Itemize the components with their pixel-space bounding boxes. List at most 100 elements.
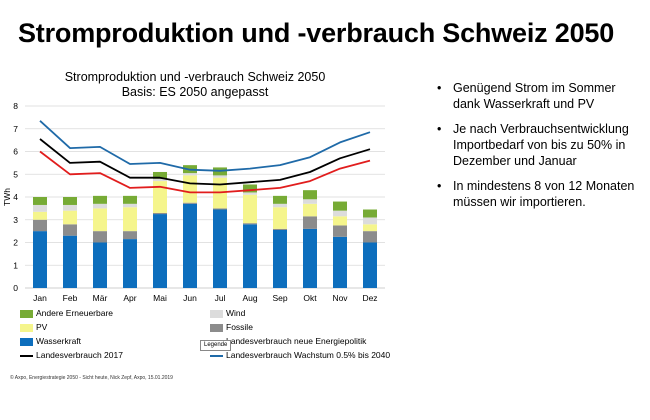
y-tick-label: 2 [13,238,18,248]
bar-wasserkraft [123,239,137,288]
x-tick-label: Dez [362,293,377,303]
chart-subtitle: Basis: ES 2050 angepasst [121,85,269,99]
bar-wasserkraft [63,235,77,288]
x-tick-label: Feb [63,293,78,303]
legend-label: PV [36,322,48,332]
y-tick-label: 4 [13,192,18,202]
y-axis-label: TWh [2,188,12,206]
legend-label: Wasserkraft [36,336,82,346]
bar-fossile [213,208,227,210]
footer-copyright: © Axpo, Energiestrategie 2050 - Sicht he… [10,375,173,381]
bar-pv [93,208,107,232]
x-tick-label: Mär [93,293,108,303]
bar-pv [183,175,197,203]
bar-wind [363,217,377,225]
line-landes2017 [39,138,371,186]
bar-pv [333,216,347,226]
bar-wasserkraft [153,214,167,288]
bar-andere [303,190,317,200]
bar-andere [63,197,77,205]
bar-wasserkraft [33,231,47,288]
bar-wind [243,192,257,195]
bar-andere [243,184,257,193]
legend-label: Andere Erneuerbare [36,308,114,318]
bar-pv [63,210,77,225]
bar-wind [63,204,77,211]
legend-swatch [210,324,223,332]
bullet-item: In mindestens 8 von 12 Monaten müssen wi… [437,178,642,210]
bar-wasserkraft [183,203,197,288]
bar-wind [93,203,107,209]
bar-wind [273,203,287,208]
legend-line-swatch [20,355,33,357]
legend-swatch [210,310,223,318]
line-neue_energiepolitik [39,150,371,194]
x-tick-label: Aug [242,293,257,303]
y-tick-label: 5 [13,169,18,179]
bar-andere [333,201,347,211]
bar-fossile [63,224,77,236]
bar-pv [243,194,257,224]
legend-tooltip: Legende [200,340,232,351]
legend-label: Fossile [226,322,253,332]
slide-title: Stromproduktion und -verbrauch Schweiz 2… [18,18,615,48]
bar-fossile [153,212,167,215]
bar-wasserkraft [303,228,317,288]
x-tick-label: Okt [303,293,317,303]
y-tick-label: 3 [13,215,18,225]
legend-line-swatch [210,355,223,357]
line-wachstum [39,120,371,172]
x-tick-label: Nov [332,293,348,303]
bar-pv [273,207,287,229]
energy-chart: 0 1 2 3 4 5 6 7 8 TWh Jan Feb Mär Apr Mai Jun Jul Aug Sep O… [2,101,385,303]
legend-swatch [20,324,33,332]
bar-fossile [363,231,377,243]
legend-swatch [20,310,33,318]
bar-wind [213,175,227,178]
y-tick-label: 0 [13,283,18,293]
bar-wasserkraft [333,236,347,288]
bar-fossile [123,231,137,240]
bullet-item: Je nach Verbrauchsentwicklung Importbeda… [437,121,642,169]
bar-wind [303,199,317,204]
bullet-list: Genügend Strom im Sommer dank Wasserkraf… [437,80,642,219]
bar-pv [363,224,377,232]
legend-swatch [20,338,33,346]
y-tick-label: 7 [13,124,18,134]
chart-title: Stromproduktion und -verbrauch Schweiz 2… [64,70,326,84]
x-tick-label: Jul [215,293,226,303]
legend-label: Landesverbrauch Wachstum 0.5% bis 2040 [226,350,391,360]
bar-fossile [273,228,287,230]
bar-wasserkraft [273,229,287,288]
bar-fossile [303,216,317,229]
bar-andere [33,197,47,205]
bar-andere [153,171,167,179]
bar-andere [363,209,377,218]
bar-fossile [243,223,257,225]
bar-wasserkraft [213,209,227,288]
x-tick-label: Sep [272,293,287,303]
bar-andere [93,195,107,204]
x-tick-label: Apr [123,293,136,303]
bar-pv [303,203,317,217]
x-tick-label: Mai [153,293,167,303]
x-tick-label: Jun [183,293,197,303]
y-tick-label: 6 [13,147,18,157]
bar-wind [153,178,167,182]
bar-wasserkraft [93,242,107,288]
bar-wind [333,210,347,217]
bar-pv [123,207,137,232]
bar-fossile [333,225,347,237]
legend-label: Landesverbrauch 2017 [36,350,123,360]
legend-label: Wind [226,308,246,318]
x-tick-label: Jan [33,293,47,303]
y-tick-label: 8 [13,101,18,111]
bar-wasserkraft [363,242,377,288]
bullet-item: Genügend Strom im Sommer dank Wasserkraf… [437,80,642,112]
bar-andere [273,195,287,204]
bar-fossile [93,231,107,243]
bar-wasserkraft [243,224,257,288]
bar-wind [123,203,137,208]
legend-label: Landesverbrauch neue Energiepolitik [226,336,367,346]
bar-wind [33,204,47,212]
